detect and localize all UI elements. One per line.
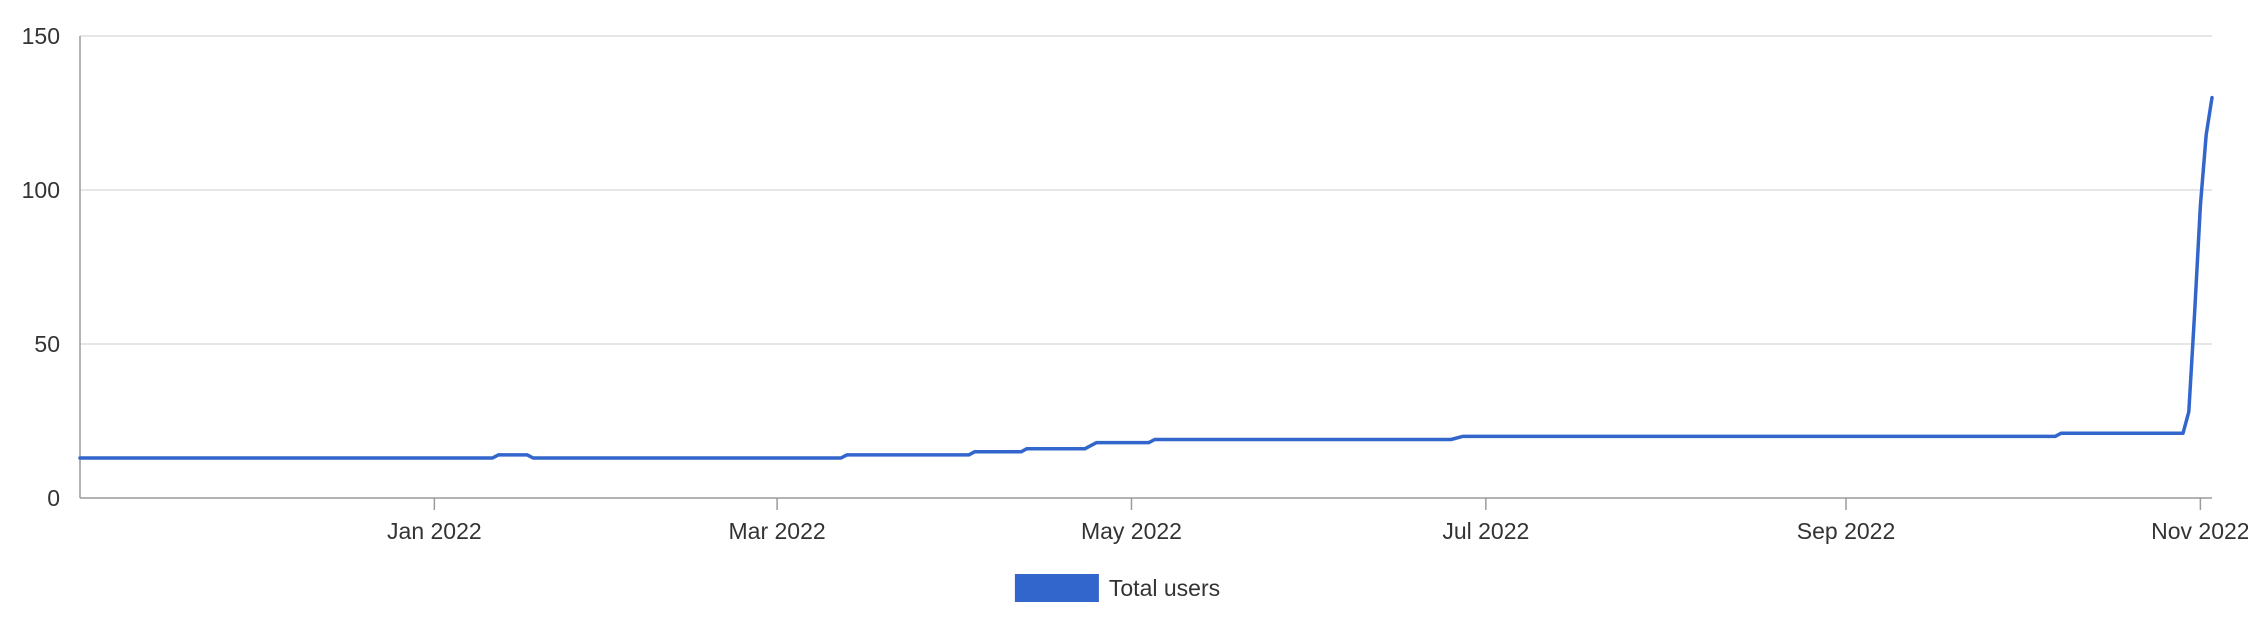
data-point: [2199, 204, 2202, 207]
data-point: [2182, 432, 2184, 435]
x-tick-label: May 2022: [1081, 518, 1182, 544]
data-point: [1450, 438, 1452, 441]
data-point: [1020, 451, 1022, 453]
data-point: [497, 454, 500, 456]
data-point: [973, 451, 976, 453]
x-tick-label: Mar 2022: [729, 518, 826, 544]
data-point: [1084, 447, 1086, 450]
x-tick-label: Jul 2022: [1442, 518, 1529, 544]
data-point: [2211, 96, 2213, 99]
gridlines: [80, 35, 2212, 345]
y-tick-label: 0: [47, 485, 60, 511]
x-tick-label: Jan 2022: [387, 518, 482, 544]
data-point: [2187, 410, 2190, 413]
data-point: [1148, 441, 1150, 444]
data-point: [526, 454, 529, 456]
series-lines: [78, 95, 2214, 460]
data-point: [532, 457, 534, 459]
series-line-total-users: [78, 95, 2214, 460]
data-point: [2193, 312, 2196, 315]
data-point: [1153, 438, 1156, 441]
y-tick-label: 100: [22, 177, 60, 203]
data-point: [846, 454, 848, 456]
data-point: [1095, 441, 1098, 444]
axes: 0 50 100 150 Jan 2022 Mar 2022 May 2022 Jul 202…: [22, 23, 2248, 544]
legend: Total users: [1014, 574, 1220, 602]
data-point: [2205, 133, 2207, 136]
data-point: [968, 454, 970, 456]
data-point: [840, 457, 842, 459]
legend-label: Total users: [1109, 575, 1220, 601]
data-point: [2054, 435, 2056, 438]
data-point: [2060, 432, 2062, 435]
y-tick-label: 150: [22, 23, 60, 49]
data-point: [79, 457, 81, 459]
data-point: [1461, 435, 1464, 438]
data-point: [1026, 447, 1028, 450]
data-point: [491, 457, 494, 459]
y-tick-label: 50: [34, 331, 60, 357]
x-tick-label: Nov 2022: [2151, 518, 2248, 544]
x-tick-label: Sep 2022: [1797, 518, 1895, 544]
legend-swatch: [1014, 574, 1099, 602]
